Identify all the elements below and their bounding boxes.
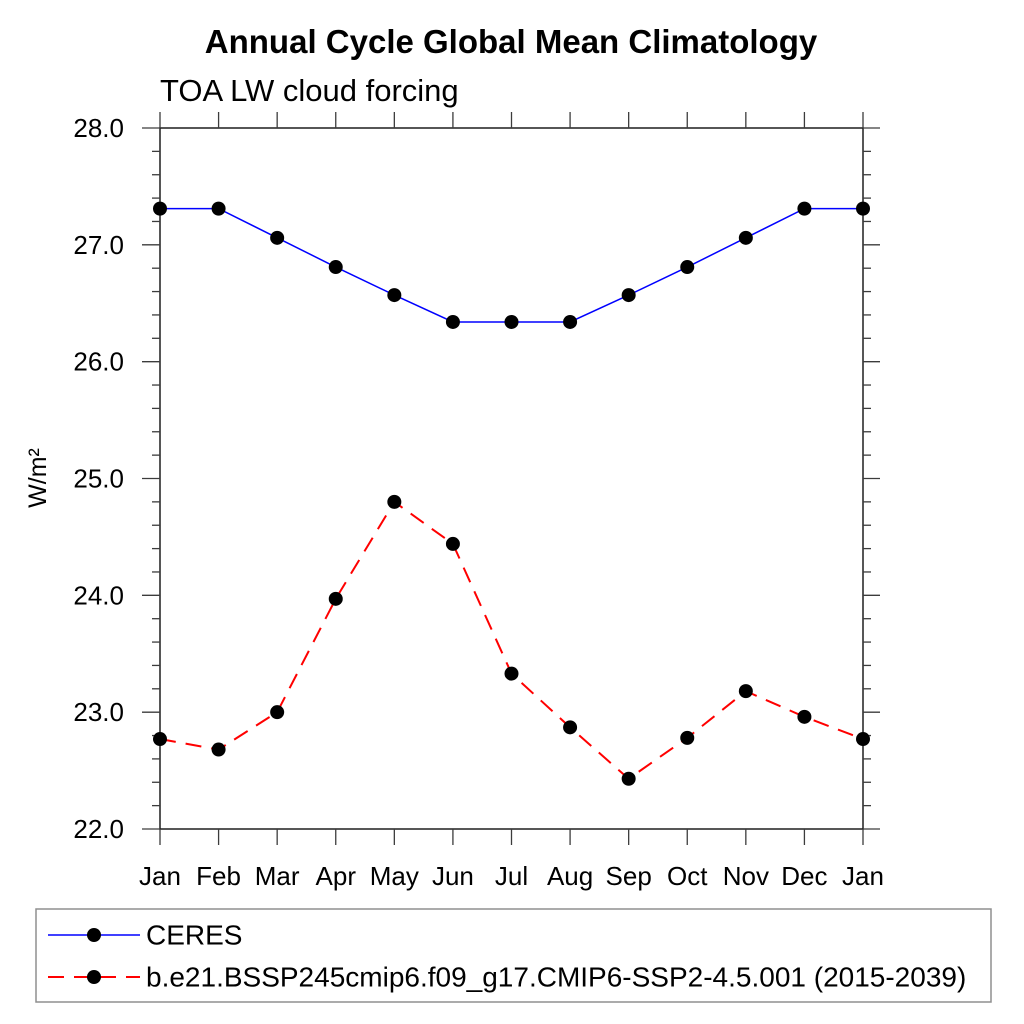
data-point-marker	[738, 684, 753, 699]
legend-entry-label: CERES	[146, 920, 242, 951]
data-point-marker	[270, 705, 285, 720]
legend-entry-label: b.e21.BSSP245cmip6.f09_g17.CMIP6-SSP2-4.…	[146, 962, 966, 993]
x-tick-label: Apr	[316, 861, 357, 891]
data-point-marker	[445, 314, 460, 329]
data-series	[153, 201, 870, 786]
x-tick-label: Jan	[139, 861, 181, 891]
x-tick-label: Mar	[255, 861, 300, 891]
y-tick-label: 24.0	[73, 580, 124, 610]
data-point-marker	[270, 230, 285, 245]
y-tick-label: 26.0	[73, 347, 124, 377]
data-point-marker	[211, 742, 226, 757]
chart-title: Annual Cycle Global Mean Climatology	[205, 23, 818, 60]
data-point-marker	[738, 230, 753, 245]
data-point-marker	[621, 771, 636, 786]
data-point-marker	[680, 260, 695, 275]
data-point-marker	[153, 201, 167, 216]
data-point-marker	[856, 201, 870, 216]
x-tick-label: Oct	[667, 861, 708, 891]
legend-box	[35, 908, 992, 1003]
data-point-marker	[328, 591, 343, 606]
x-tick-label: Feb	[196, 861, 241, 891]
data-point-marker	[211, 201, 226, 216]
axes: 22.0 23.0 24.0 25.0 26.0 27.0 28.0 Jan Feb Mar Apr…	[73, 112, 884, 891]
x-tick-label: Aug	[547, 861, 593, 891]
chart-subtitle: TOA LW cloud forcing	[160, 73, 459, 108]
x-tick-label: Jan	[842, 861, 884, 891]
data-point-marker	[621, 288, 636, 303]
y-tick-label: 23.0	[73, 697, 124, 727]
y-axis-label: W/m²	[24, 448, 52, 508]
legend-marker	[87, 970, 101, 984]
data-point-marker	[328, 260, 343, 275]
data-point-marker	[504, 666, 519, 681]
y-tick-label: 27.0	[73, 230, 124, 260]
x-tick-label: Jul	[495, 861, 528, 891]
x-tick-label: Jun	[432, 861, 474, 891]
x-tick-label: Sep	[606, 861, 652, 891]
x-tick-label: Dec	[781, 861, 827, 891]
x-tick-label: Nov	[723, 861, 769, 891]
data-point-marker	[445, 536, 460, 551]
x-tick-label: May	[370, 861, 419, 891]
data-point-marker	[797, 201, 812, 216]
data-point-marker	[563, 314, 578, 329]
data-point-marker	[504, 314, 519, 329]
legend-marker	[87, 928, 101, 942]
data-point-marker	[153, 732, 167, 747]
legend: CERES b.e21.BSSP245cmip6.f09_g17.CMIP6-SS…	[35, 908, 992, 1003]
data-point-marker	[680, 730, 695, 745]
data-point-marker	[563, 720, 578, 735]
data-point-marker	[387, 288, 402, 303]
y-tick-label: 25.0	[73, 464, 124, 494]
data-point-marker	[797, 709, 812, 724]
data-point-marker	[856, 732, 870, 747]
y-tick-label: 22.0	[73, 814, 124, 844]
data-point-marker	[387, 494, 402, 509]
y-tick-label: 28.0	[73, 113, 124, 143]
